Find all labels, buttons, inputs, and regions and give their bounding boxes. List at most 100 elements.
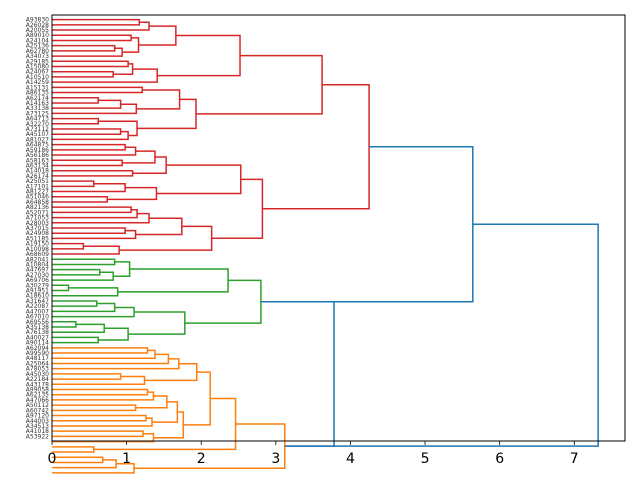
leaf-label: A24104 — [26, 37, 49, 44]
leaf-label: A82041 — [26, 256, 49, 263]
leaf-label: A89010 — [26, 32, 49, 39]
leaf-label: A27030 — [26, 272, 49, 279]
dendrogram-link-52 — [52, 300, 98, 307]
leaf-label: A51046 — [26, 194, 49, 201]
dendrogram-link-60 — [184, 279, 262, 324]
dendrogram-link-67 — [144, 363, 198, 382]
leaf-label: A19150 — [26, 241, 49, 248]
dendrogram-link-34 — [52, 206, 132, 214]
leaf-label: A99058 — [26, 387, 49, 394]
leaf-label: A53922 — [26, 433, 49, 440]
leaf-label: A64713 — [26, 116, 49, 123]
dendrogram-link-57 — [52, 336, 100, 344]
leaf-label: A73112 — [26, 126, 49, 133]
dendrogram-link-73 — [52, 417, 153, 427]
dendrogram-link-41 — [52, 245, 120, 255]
dendrogram-link-7 — [52, 60, 129, 68]
leaf-label: A48117 — [26, 355, 49, 362]
leaf-label: A14163 — [26, 100, 49, 107]
dendrogram-link-30 — [52, 182, 126, 193]
leaf-label: A10098 — [26, 246, 49, 253]
dendrogram-link-2 — [52, 34, 132, 42]
dendrogram-link-28 — [132, 156, 167, 175]
leaf-label: A59186 — [26, 147, 49, 154]
dendrogram-link-56 — [52, 323, 105, 333]
dendrogram-link-74 — [151, 401, 179, 423]
leaf-label: A81027 — [26, 136, 49, 143]
leaf-label: A64858 — [26, 199, 49, 206]
dendrogram-link-62 — [52, 349, 156, 359]
dendrogram-link-75 — [52, 430, 144, 438]
dendrogram-link-47 — [52, 271, 114, 281]
leaf-label: A78053 — [26, 366, 49, 373]
dendrogram-link-66 — [52, 375, 146, 386]
dendrogram-link-10 — [52, 68, 158, 83]
leaf-label: A69556 — [26, 319, 49, 326]
dendrogram-link-29 — [52, 180, 95, 188]
dendrogram-link-54 — [52, 306, 135, 318]
dendrogram-link-18 — [52, 128, 122, 135]
leaf-label: A67010 — [26, 314, 49, 321]
dendrogram-link-38 — [52, 229, 137, 240]
leaf-label: A91951 — [26, 288, 49, 295]
dendrogram-link-3 — [52, 44, 116, 52]
dendrogram-link-59 — [128, 311, 186, 335]
dendrogram-link-25 — [52, 159, 123, 167]
leaf-label: A58163 — [26, 157, 49, 164]
leaf-label: A26028 — [26, 22, 49, 29]
leaf-label: A51185 — [26, 235, 49, 242]
dendrogram-link-53 — [52, 302, 116, 313]
dendrogram-link-48 — [113, 261, 131, 277]
leaf-label: A62174 — [26, 95, 49, 102]
leaf-label: A62780 — [26, 48, 49, 55]
dendrogram-link-45 — [52, 258, 116, 266]
leaf-label: A60742 — [26, 407, 49, 414]
dendrogram-link-50 — [52, 287, 119, 297]
leaf-label: A81227 — [26, 189, 49, 196]
dendrogram-link-33 — [156, 164, 242, 195]
leaf-label: A68609 — [26, 251, 49, 258]
dendrogram-link-77 — [153, 411, 185, 439]
dendrogram-link-37 — [52, 227, 126, 234]
leaf-label: A71053 — [26, 215, 49, 222]
leaf-label: A47007 — [26, 308, 49, 315]
dendrogram-link-9 — [113, 63, 134, 76]
leaf-labels: A93830A26028A20055A89010A24104A25136A627… — [26, 17, 49, 441]
dendrogram-link-49 — [52, 284, 70, 292]
dendrogram-link-8 — [52, 70, 114, 78]
x-tick-label: 7 — [570, 451, 579, 467]
leaf-label: A29185 — [26, 58, 49, 65]
leaf-label: A10510 — [26, 74, 49, 81]
leaf-label: A28003 — [26, 220, 49, 227]
dendrogram-link-46 — [52, 268, 101, 276]
leaf-label: A24908 — [26, 230, 49, 237]
leaf-label: A34513 — [26, 423, 49, 430]
leaf-label: A64875 — [26, 142, 49, 149]
leaf-label: A14259 — [26, 79, 49, 86]
dendrogram-links — [52, 18, 599, 474]
dendrogram-link-83 — [52, 462, 135, 474]
dendrogram-link-65 — [52, 373, 122, 380]
dendrogram-link-43 — [211, 178, 264, 240]
dendrogram-link-71 — [135, 395, 168, 409]
leaf-label: A10804 — [26, 261, 49, 268]
leaf-label: A40027 — [26, 334, 49, 341]
leaf-label: A45107 — [26, 131, 49, 138]
dendrogram-link-31 — [52, 195, 108, 203]
dendrogram-link-19 — [52, 130, 129, 141]
dendrogram-link-87 — [284, 223, 599, 447]
dendrogram-link-70 — [52, 404, 137, 412]
leaf-label: A82136 — [26, 204, 49, 211]
leaf-label: A63134 — [26, 162, 49, 169]
dendrogram-link-72 — [52, 414, 147, 422]
x-tick-label: 3 — [271, 451, 280, 467]
x-tick-label: 6 — [495, 451, 504, 467]
dendrogram-link-58 — [98, 327, 129, 341]
leaf-label: A25051 — [26, 178, 49, 185]
dendrogram-link-23 — [52, 143, 126, 151]
leaf-label: A45030 — [26, 371, 49, 378]
dendrogram-link-86 — [260, 146, 474, 303]
leaf-label: A26174 — [26, 173, 49, 180]
dendrogram-link-40 — [52, 242, 85, 250]
